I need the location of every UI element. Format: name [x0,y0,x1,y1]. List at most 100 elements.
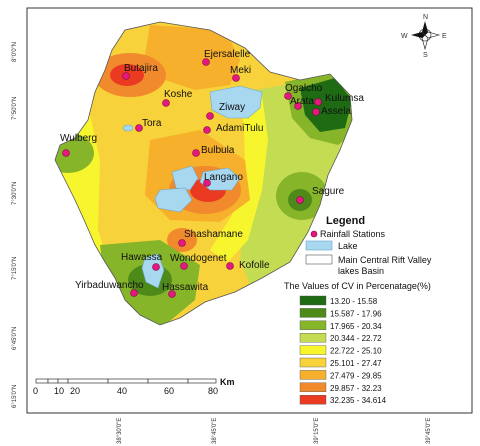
scale-unit: Km [220,377,235,387]
compass-e: E [442,33,447,40]
label-bulbula: Bulbula [201,145,235,156]
label-hawassa: Hawassa [121,252,163,263]
label-sagure: Sagure [312,186,345,197]
legend-class-swatch [299,308,327,318]
scale-bar: 0 10 20 40 60 80 Km [33,377,235,396]
station-tora [135,124,143,132]
station-yirbaduwancho [130,289,138,297]
station-ziway [206,112,214,120]
scale-segment-7 [187,378,217,384]
station-shashamane [178,239,186,247]
cv-zone-assela-dark [300,78,352,132]
compass-w: W [401,33,408,40]
label-hassawita: Hassawita [162,282,209,293]
legend-class-label: 13.20 - 15.58 [330,297,378,306]
label-koshe: Koshe [164,89,193,100]
station-arata [294,102,302,110]
station-adamitulu [203,126,211,134]
legend-class-label: 27.479 - 29.85 [330,371,382,380]
legend-boundary-swatch [305,254,333,265]
legend-classes: 13.20 - 15.58 15.587 - 17.96 17.965 - 20.3… [299,295,387,405]
label-ziway: Ziway [219,102,245,113]
station-langano [203,179,211,187]
lat-label-3: 7°30'0"N [12,182,18,205]
lon-label-4: 39°45'0"E [426,418,432,444]
scale-segment-6 [147,378,189,384]
legend-lakes-label: Lake [338,241,358,251]
legend-class-swatch [299,370,327,380]
label-adamitulu: AdamiTulu [216,123,263,134]
station-wulberg [62,149,70,157]
legend-class-swatch [299,345,327,355]
legend-lake-swatch [305,240,333,251]
label-wondogenet: Wondogenet [170,253,227,264]
lat-label-6: 6°15'0"N [12,385,18,408]
legend-class-swatch [299,357,327,368]
latitude-labels: 8°0'0"N 7°50'0"N 7°30'0"N 7°15'0"N 6°45'… [12,42,18,408]
label-shashamane: Shashamane [184,229,243,240]
lat-label-5: 6°45'0"N [12,327,18,350]
legend-class-swatch [299,382,327,392]
scale-tick-0: 0 [33,386,38,396]
scale-segment-5 [107,378,149,384]
compass-n: N [423,14,428,21]
legend-class-label: 20.344 - 22.72 [330,334,382,343]
cv-zone-north-orange [145,25,240,90]
label-tora: Tora [142,118,162,129]
station-hassawita [168,290,176,298]
legend-class-swatch [299,333,327,343]
scale-segment-4 [67,378,109,384]
legend-class-label: 22.722 - 25.10 [330,347,382,356]
scale-tick-40: 40 [117,386,127,396]
legend-class-label: 29.857 - 32.23 [330,384,382,393]
station-bulbula [192,149,200,157]
scale-segment-1 [35,378,49,384]
legend-cv-title: The Values of CV in Percenatage(%) [284,281,431,291]
station-kulumsa [314,98,322,106]
label-kofolle: Kofolle [239,260,270,271]
basin-boundary [54,21,353,326]
lat-label-1: 8°0'0"N [12,42,18,62]
label-butajira: Butajira [124,63,158,74]
legend-station-symbol [310,230,318,238]
label-langano: Langano [204,172,243,183]
rainfall-stations [62,58,322,298]
label-assela: Assela [321,106,351,117]
station-sagure [296,196,304,204]
station-labels: Ejersalelle Meki Butajira Koshe Ziway Og… [60,49,364,293]
scale-segment-3 [57,378,69,384]
legend-title: Legend [326,215,365,227]
lake-hawassa [141,253,165,289]
station-butajira [122,72,130,80]
label-yirbaduwancho: Yirbaduwancho [75,280,144,291]
lake-abijata [171,165,199,191]
label-ejersalelle: Ejersalelle [204,49,251,60]
station-assela [312,108,320,116]
legend: Legend Rainfall Stations Lake Main Centr… [284,215,432,405]
scale-tick-80: 80 [208,386,218,396]
legend-class-swatch [299,395,327,405]
legend-boundary-label: Main Central Rift Valley [338,255,432,265]
lake-ziway [209,85,263,119]
lat-label-2: 7°50'0"N [12,97,18,120]
longitude-labels: 38°30'0"E 38°45'0"E 39°15'0"E 39°45'0"E [117,418,432,444]
map-frame [26,7,473,414]
lat-label-4: 7°15'0"N [12,257,18,280]
station-meki [232,74,240,82]
scale-tick-10: 10 [54,386,64,396]
label-ogalcho: Ogalcho [285,83,323,94]
compass-s: S [423,52,428,59]
lon-label-1: 38°30'0"E [117,418,123,444]
station-hawassa [152,263,160,271]
cv-zone-yellow-band [210,95,268,262]
legend-stations-label: Rainfall Stations [320,229,386,239]
legend-class-swatch [299,295,327,306]
lake-small-west [122,124,134,132]
station-kofolle [226,262,234,270]
label-meki: Meki [230,65,251,76]
lon-label-2: 38°45'0"E [212,418,218,444]
station-ogalcho [284,92,292,100]
station-ejersalelle [202,58,210,66]
lon-label-3: 39°15'0"E [314,418,320,444]
